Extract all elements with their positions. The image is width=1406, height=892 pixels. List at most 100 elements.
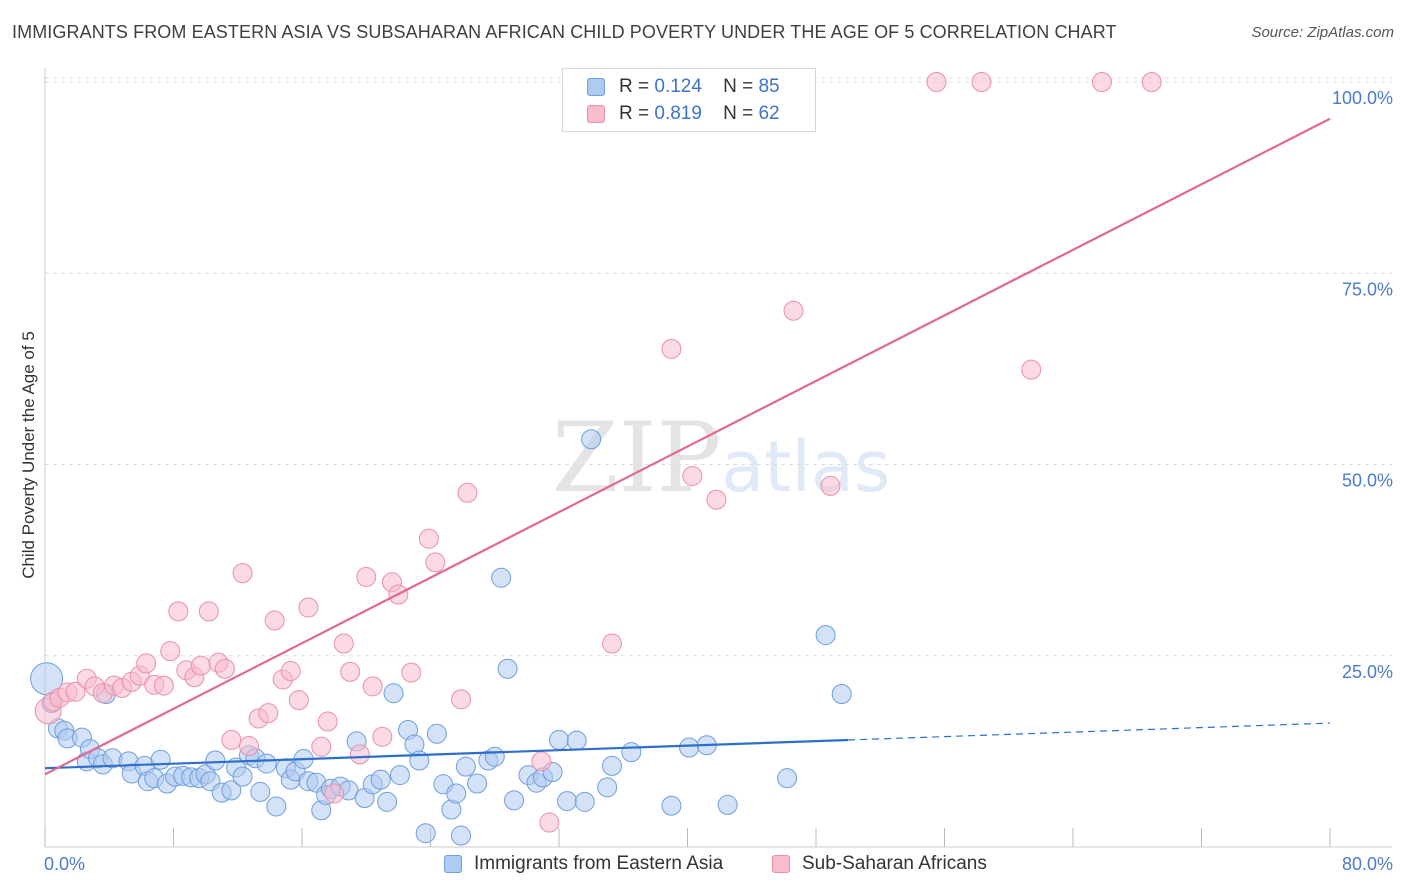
legend-n-value: 85 [758,76,780,97]
legend-swatch-blue [587,78,605,96]
point-subsaharan [324,783,345,804]
point-subsaharan [682,465,703,486]
point-subsaharan [340,661,361,682]
point-subsaharan [539,812,560,833]
x-tick-label: 80.0% [1342,854,1393,874]
point-subsaharan [232,563,253,584]
point-subsaharan [706,489,727,510]
bottom-legend-label: Sub-Saharan Africans [802,853,987,874]
legend-row-subsaharan: R = 0.819 N = 62 [587,102,780,126]
point-subsaharan [136,653,157,674]
y-tick-label: 50.0% [1342,471,1393,491]
point-subsaharan [264,610,285,631]
y-tick-label: 25.0% [1342,662,1393,682]
legend-swatch-pink [587,105,605,123]
point-eastern-asia [491,567,512,588]
point-eastern-asia [602,755,623,776]
point-eastern-asia [370,769,391,790]
point-eastern-asia [621,742,642,763]
point-eastern-asia [205,750,226,771]
point-subsaharan [451,689,472,710]
watermark-atlas: atlas [721,426,891,508]
point-eastern-asia [455,756,476,777]
point-eastern-asia [815,625,836,646]
point-eastern-asia [389,765,410,786]
point-subsaharan [820,475,841,496]
point-eastern-asia [504,790,525,811]
point-subsaharan [333,633,354,654]
point-eastern-asia [383,683,404,704]
legend-r-value: 0.819 [654,103,702,124]
point-subsaharan [190,655,211,676]
point-subsaharan [317,711,338,732]
point-eastern-asia [451,825,472,846]
point-eastern-asia [574,791,595,812]
point-eastern-asia [221,780,242,801]
point-eastern-asia [777,768,798,789]
point-subsaharan [168,601,189,622]
point-eastern-asia [581,429,602,450]
bottom-legend-subsaharan: Sub-Saharan Africans [772,852,987,876]
watermark-zip: ZIP [552,402,722,514]
point-eastern-asia [566,730,587,751]
point-subsaharan [153,675,174,696]
point-subsaharan [356,566,377,587]
point-eastern-asia [377,791,398,812]
x-tick-label: 0.0% [44,854,85,874]
y-axis-label: Child Poverty Under the Age of 5 [19,331,38,579]
point-subsaharan [298,597,319,618]
point-eastern-asia [266,796,287,817]
point-eastern-asia [446,783,467,804]
point-eastern-asia [256,753,277,774]
trend-line-eastern-asia [44,738,849,770]
point-subsaharan [783,300,804,321]
chart-title: IMMIGRANTS FROM EASTERN ASIA VS SUBSAHAR… [12,22,1117,42]
point-subsaharan [372,726,393,747]
point-eastern-asia [150,749,171,770]
point-subsaharan [425,552,446,573]
point-eastern-asia [426,723,447,744]
trend-line-eastern-asia-extension [848,722,1331,741]
point-subsaharan [258,703,279,724]
point-eastern-asia [597,777,618,798]
bottom-legend-swatch-blue [444,855,462,873]
tick-labels: 25.0% 50.0% 75.0% 100.0% 0.0% 80.0% [44,88,1393,874]
point-subsaharan [1141,72,1162,92]
y-tick-label: 75.0% [1342,279,1393,299]
legend-n-label: N = [723,76,754,97]
point-subsaharan [1021,359,1042,380]
point-subsaharan [926,72,947,92]
point-subsaharan [401,662,422,683]
series-subsaharan [34,72,1162,833]
point-subsaharan [531,751,552,772]
point-subsaharan [198,601,219,622]
point-subsaharan [238,736,259,757]
point-eastern-asia [557,791,578,812]
bottom-legend-swatch-pink [772,855,790,873]
point-subsaharan [457,482,478,503]
trend-lines [44,117,1331,776]
legend-r-label: R = [619,103,650,124]
point-subsaharan [160,641,181,662]
point-eastern-asia [497,658,518,679]
point-eastern-asia [549,729,569,750]
source-label: Source: ZipAtlas.com [1251,24,1394,41]
legend: R = 0.124 N = 85 R = 0.819 N = 62 [562,68,816,132]
legend-n-value: 62 [758,103,780,124]
bottom-legend-label: Immigrants from Eastern Asia [474,853,724,874]
point-subsaharan [349,744,370,765]
point-subsaharan [602,633,623,654]
point-subsaharan [221,729,242,750]
point-subsaharan [971,72,992,92]
series-eastern-asia [30,429,852,846]
point-subsaharan [311,736,332,757]
point-eastern-asia [250,781,271,802]
point-subsaharan [214,658,235,679]
y-tick-label: 100.0% [1332,88,1393,108]
point-eastern-asia [831,684,852,704]
point-subsaharan [288,690,309,711]
point-eastern-asia [717,794,738,815]
point-eastern-asia [467,773,488,794]
watermark: ZIPatlas [552,402,890,514]
